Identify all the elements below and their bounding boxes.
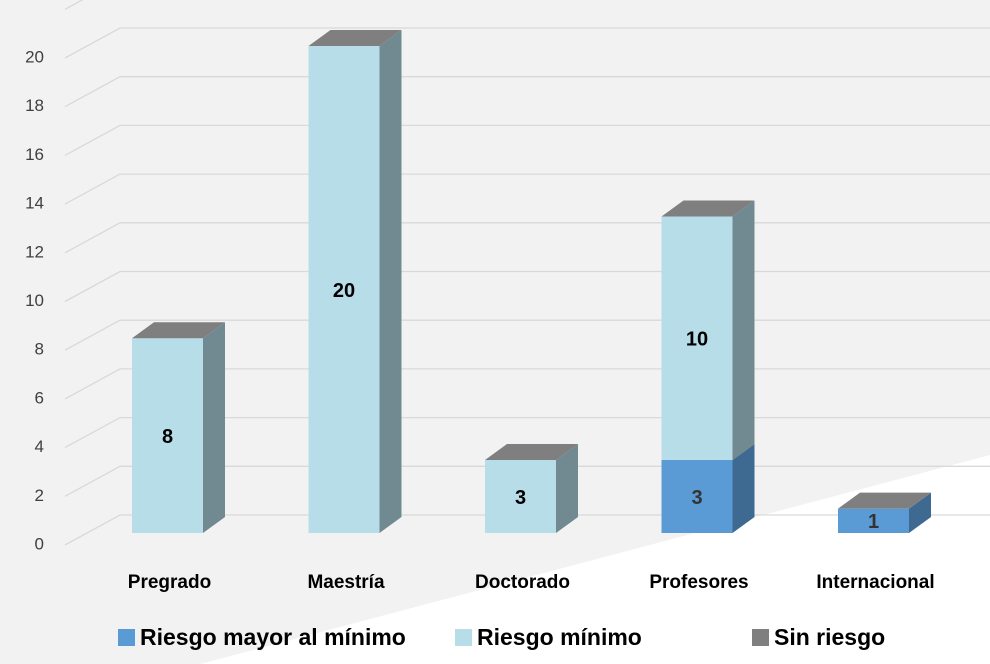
bar (132, 338, 203, 533)
bar-side (732, 443, 755, 533)
y-tick-label: 12 (25, 242, 44, 261)
y-tick-label: 8 (35, 340, 44, 359)
data-label: 20 (333, 280, 355, 302)
y-tick-label: 10 (25, 291, 44, 310)
legend-label: Riesgo mínimo (477, 624, 642, 650)
x-tick-label: Pregrado (128, 572, 211, 593)
background-highlight (200, 455, 990, 664)
bar (661, 459, 733, 533)
bar (485, 459, 556, 533)
data-label: 1 (868, 511, 879, 533)
legend-label: Riesgo mayor al mínimo (140, 624, 406, 650)
grid-line (64, 76, 990, 108)
grid-line (64, 27, 990, 59)
bar-side (379, 30, 402, 533)
y-tick-label: 16 (25, 145, 44, 164)
legend-swatch (455, 629, 472, 646)
legend-label: Sin riesgo (774, 624, 885, 650)
x-tick-label: Profesores (649, 572, 748, 593)
bar-top (485, 443, 578, 460)
y-tick-label: 6 (35, 388, 44, 407)
grid-line (64, 173, 990, 205)
data-label: 10 (686, 328, 708, 350)
bar-side (556, 443, 578, 533)
data-label: 8 (162, 426, 173, 448)
bar (661, 216, 733, 460)
bar-side (732, 200, 755, 460)
y-tick-label: 0 (35, 534, 44, 553)
bar (838, 508, 909, 533)
x-tick-label: Doctorado (475, 572, 570, 593)
y-tick-label: 18 (25, 96, 44, 115)
bar-top (132, 322, 225, 339)
legend-swatch (118, 629, 135, 646)
grid-line (64, 124, 990, 156)
bar-top (838, 492, 931, 509)
data-label: 3 (515, 487, 526, 509)
data-label: 3 (691, 487, 702, 509)
y-tick-label: 14 (25, 194, 44, 213)
legend-swatch (752, 629, 769, 646)
x-tick-label: Maestría (307, 572, 385, 593)
y-tick-label: 20 (25, 47, 44, 66)
x-tick-label: Internacional (816, 572, 934, 593)
bar-top (308, 30, 402, 46)
bar (308, 46, 380, 533)
bar-side (203, 322, 225, 533)
y-tick-label: 2 (35, 486, 44, 505)
bar-top (661, 200, 755, 217)
y-tick-label: 4 (35, 437, 44, 456)
bar-side (909, 492, 931, 533)
